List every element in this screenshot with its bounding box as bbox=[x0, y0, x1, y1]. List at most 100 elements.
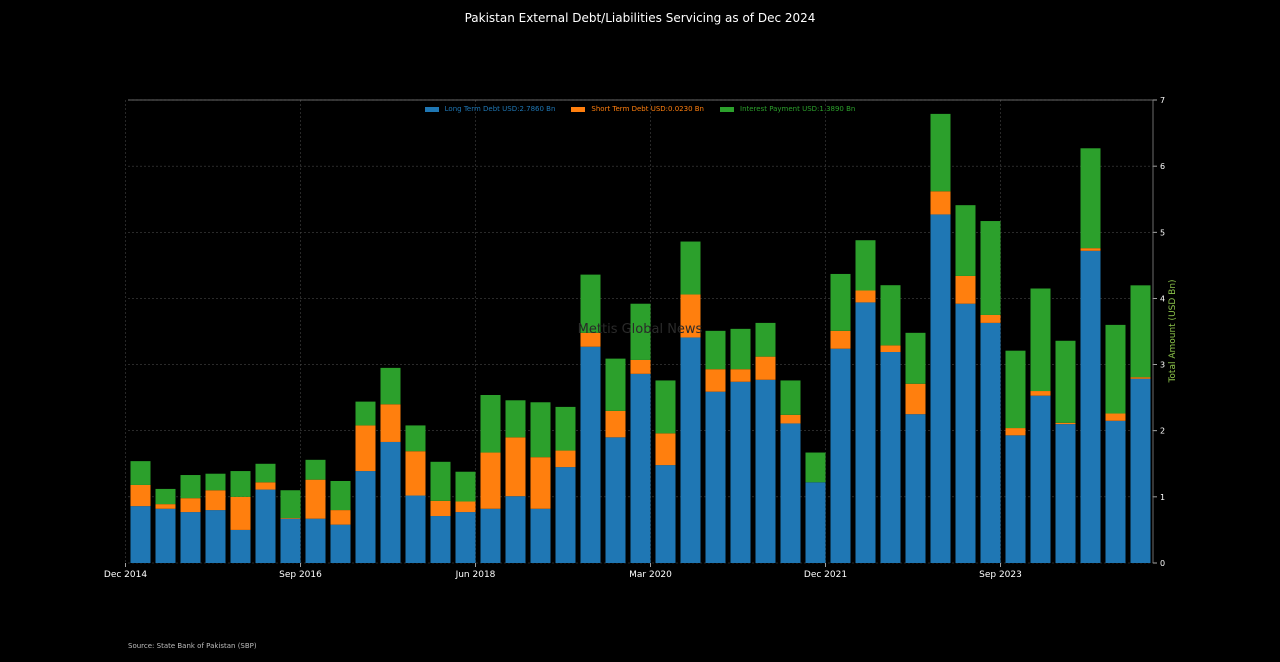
bar-segment-interest bbox=[830, 273, 851, 331]
bar-segment-interest bbox=[305, 459, 326, 480]
bar-segment-interest bbox=[805, 452, 826, 483]
bar-segment-short-term bbox=[280, 518, 301, 519]
bar-segment-short-term bbox=[730, 369, 751, 382]
legend-item: Long Term Debt USD:2.7860 Bn bbox=[424, 105, 556, 113]
bar-segment-short-term bbox=[780, 414, 801, 424]
bar-segment-short-term bbox=[205, 490, 226, 511]
bar-segment-long-term bbox=[505, 496, 526, 563]
bar-segment-interest bbox=[1055, 340, 1076, 423]
bar-segment-short-term bbox=[455, 501, 476, 513]
bar-segment-interest bbox=[480, 394, 501, 453]
bar-segment-long-term bbox=[880, 352, 901, 563]
bar-segment-short-term bbox=[255, 482, 276, 490]
bar-segment-interest bbox=[755, 322, 776, 357]
bar-segment-short-term bbox=[430, 500, 451, 517]
bar-segment-interest bbox=[230, 471, 251, 497]
legend-swatch bbox=[571, 106, 586, 112]
bar-segment-interest bbox=[1080, 148, 1101, 249]
x-tick-label: Sep 2023 bbox=[979, 570, 1022, 580]
bar-segment-interest bbox=[430, 461, 451, 501]
bar-segment-interest bbox=[655, 380, 676, 434]
legend-label: Long Term Debt USD:2.7860 Bn bbox=[444, 105, 556, 113]
bar-segment-interest bbox=[980, 221, 1001, 315]
bar-segment-long-term bbox=[605, 437, 626, 563]
bar-group bbox=[130, 113, 1151, 564]
axes: 0 1 2 3 4 5 6 7 Dec 2014 Sep 2016 Jun 2018 Mar 2020… bbox=[104, 96, 1165, 580]
bar-segment-interest bbox=[555, 406, 576, 451]
legend: Long Term Debt USD:2.7860 Bn Short Term D… bbox=[0, 105, 1280, 113]
bar-segment-interest bbox=[730, 328, 751, 370]
bar-segment-short-term bbox=[605, 410, 626, 438]
bar-segment-short-term bbox=[630, 359, 651, 374]
bar-segment-interest bbox=[455, 471, 476, 502]
bar-segment-short-term bbox=[1080, 248, 1101, 251]
bar-segment-long-term bbox=[1080, 250, 1101, 563]
bar-segment-interest bbox=[1030, 288, 1051, 392]
bar-segment-short-term bbox=[1130, 377, 1151, 379]
bar-segment-short-term bbox=[380, 404, 401, 442]
bar-segment-interest bbox=[330, 480, 351, 511]
bar-segment-long-term bbox=[180, 512, 201, 563]
bar-segment-interest bbox=[1005, 350, 1026, 429]
y-tick-label: 2 bbox=[1160, 427, 1165, 436]
bar-segment-short-term bbox=[555, 450, 576, 468]
bar-segment-interest bbox=[180, 475, 201, 499]
bar-segment-short-term bbox=[880, 345, 901, 353]
bar-segment-interest bbox=[905, 332, 926, 384]
bar-segment-long-term bbox=[205, 510, 226, 563]
bar-segment-long-term bbox=[680, 337, 701, 563]
bar-segment-long-term bbox=[430, 516, 451, 563]
bar-segment-long-term bbox=[380, 441, 401, 563]
bar-segment-interest bbox=[930, 113, 951, 192]
x-tick-label: Jun 2018 bbox=[455, 570, 496, 580]
y-axis-label: Total Amount (USD Bn) bbox=[1168, 279, 1178, 383]
bar-segment-long-term bbox=[330, 524, 351, 563]
bar-segment-short-term bbox=[1105, 413, 1126, 421]
bar-segment-short-term bbox=[905, 383, 926, 415]
x-tick-label: Dec 2014 bbox=[104, 570, 147, 580]
bar-segment-long-term bbox=[405, 495, 426, 563]
bar-segment-long-term bbox=[905, 414, 926, 563]
legend-label: Interest Payment USD:1.3890 Bn bbox=[740, 105, 856, 113]
bar-segment-long-term bbox=[1030, 395, 1051, 563]
bar-segment-long-term bbox=[630, 373, 651, 563]
bar-segment-short-term bbox=[355, 425, 376, 472]
bar-segment-interest bbox=[505, 400, 526, 438]
bar-segment-interest bbox=[130, 461, 151, 485]
y-tick-label: 5 bbox=[1160, 228, 1165, 237]
bar-segment-short-term bbox=[155, 504, 176, 509]
bar-segment-interest bbox=[1105, 324, 1126, 414]
bar-segment-short-term bbox=[1055, 422, 1076, 425]
bar-segment-short-term bbox=[755, 356, 776, 380]
bar-segment-short-term bbox=[930, 191, 951, 215]
bar-segment-long-term bbox=[480, 508, 501, 563]
bar-segment-interest bbox=[155, 488, 176, 505]
bar-segment-long-term bbox=[255, 489, 276, 563]
legend-label: Short Term Debt USD:0.0230 Bn bbox=[591, 105, 704, 113]
bar-segment-interest bbox=[780, 380, 801, 415]
bar-segment-long-term bbox=[1005, 435, 1026, 563]
bar-segment-short-term bbox=[705, 369, 726, 392]
legend-swatch bbox=[424, 106, 439, 112]
y-tick-label: 3 bbox=[1160, 361, 1165, 370]
bar-segment-short-term bbox=[305, 479, 326, 519]
bar-segment-short-term bbox=[980, 314, 1001, 323]
bar-segment-long-term bbox=[730, 381, 751, 563]
bar-segment-long-term bbox=[1055, 424, 1076, 563]
bar-segment-interest bbox=[955, 205, 976, 276]
bar-segment-interest bbox=[1130, 285, 1151, 378]
bar-segment-interest bbox=[705, 330, 726, 370]
bar-segment-long-term bbox=[655, 465, 676, 563]
bar-segment-short-term bbox=[955, 275, 976, 304]
y-tick-label: 6 bbox=[1160, 162, 1165, 171]
bar-segment-interest bbox=[855, 240, 876, 291]
bar-segment-interest bbox=[630, 303, 651, 360]
bar-segment-interest bbox=[580, 274, 601, 333]
bar-segment-short-term bbox=[655, 433, 676, 466]
bar-segment-long-term bbox=[805, 482, 826, 563]
legend-item: Short Term Debt USD:0.0230 Bn bbox=[571, 105, 704, 113]
bar-segment-interest bbox=[405, 425, 426, 452]
x-tick-label: Dec 2021 bbox=[804, 570, 847, 580]
watermark: Mettis Global News bbox=[577, 322, 703, 337]
